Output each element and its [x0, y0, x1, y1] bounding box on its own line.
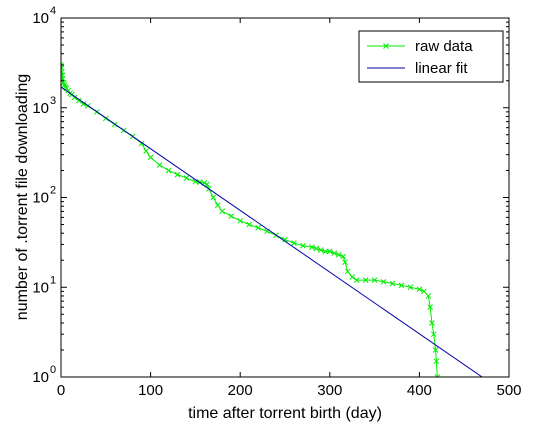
- plot-area: [61, 62, 483, 377]
- data-point: [147, 154, 154, 161]
- data-point: [210, 194, 217, 201]
- data-point: [228, 213, 235, 219]
- data-point: [421, 288, 427, 295]
- data-point: [156, 162, 163, 168]
- data-point: [342, 259, 348, 266]
- data-point: [432, 347, 439, 353]
- x-tick-label: 0: [57, 382, 65, 399]
- data-point: [349, 274, 356, 280]
- data-point: [300, 242, 306, 249]
- data-point: [353, 277, 360, 283]
- data-point: [165, 167, 172, 174]
- data-point: [143, 148, 149, 154]
- data-point: [398, 282, 405, 289]
- data-point: [322, 248, 329, 255]
- data-point: [340, 253, 347, 260]
- data-point: [427, 304, 434, 311]
- y-tick-exponent: 0: [50, 364, 56, 376]
- data-point: [434, 374, 441, 377]
- data-point: [380, 278, 387, 285]
- data-point: [335, 251, 342, 258]
- legend-label: raw data: [415, 38, 473, 55]
- data-point: [183, 175, 190, 181]
- x-axis-label: time after torrent birth (day): [188, 405, 382, 422]
- y-tick-exponent: 2: [50, 185, 56, 197]
- legend: raw data linear fit: [358, 30, 504, 83]
- x-tick-label: 500: [496, 382, 521, 399]
- data-point: [282, 236, 288, 243]
- y-tick-exponent: 4: [50, 5, 56, 17]
- data-point: [362, 277, 369, 283]
- data-point: [214, 202, 221, 209]
- legend-box: [358, 30, 504, 83]
- data-point: [255, 224, 261, 231]
- legend-label: linear fit: [415, 60, 468, 77]
- data-point: [71, 94, 78, 101]
- x-axis: 0 100 200 300 400 500: [57, 18, 522, 399]
- data-point: [433, 358, 440, 365]
- data-point: [309, 244, 315, 250]
- data-point: [407, 284, 414, 291]
- legend-marker: [383, 43, 389, 49]
- y-tick-label: 10: [32, 369, 49, 386]
- series-line-linear-fit: [61, 86, 483, 377]
- data-point: [80, 101, 87, 107]
- data-point: [237, 217, 244, 224]
- y-tick-exponent: 3: [50, 95, 56, 107]
- y-tick-label: 10: [32, 279, 49, 296]
- y-axis-label: number of .torrent file downloading: [14, 74, 31, 320]
- data-point: [291, 240, 297, 247]
- x-tick-label: 100: [138, 382, 163, 399]
- x-tick-label: 200: [228, 382, 253, 399]
- data-point: [313, 245, 320, 252]
- data-point: [326, 248, 333, 255]
- data-point: [344, 268, 351, 275]
- data-point: [416, 286, 423, 293]
- y-tick-label: 10: [32, 10, 49, 27]
- data-point: [317, 247, 324, 253]
- data-point: [219, 208, 226, 215]
- data-point: [389, 280, 396, 287]
- data-point: [246, 221, 253, 228]
- data-point: [192, 178, 199, 185]
- data-point: [430, 331, 437, 338]
- data-point: [174, 171, 181, 178]
- data-point: [429, 320, 435, 326]
- data-point: [331, 250, 338, 256]
- data-point: [425, 293, 432, 299]
- x-tick-label: 300: [317, 382, 342, 399]
- y-tick-label: 10: [32, 190, 49, 207]
- x-tick-label: 400: [407, 382, 432, 399]
- y-tick-exponent: 1: [50, 274, 56, 286]
- y-tick-label: 10: [32, 100, 49, 117]
- data-point: [371, 277, 378, 283]
- data-point: [76, 97, 82, 104]
